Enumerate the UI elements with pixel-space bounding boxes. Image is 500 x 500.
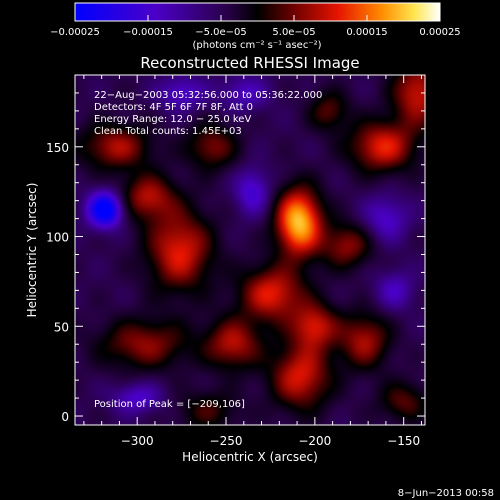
info-line: Energy Range: 12.0 − 25.0 keV — [94, 114, 251, 125]
info-line: Clean Total counts: 1.45E+03 — [94, 126, 242, 137]
info-text: 22−Aug−2003 05:32:56.000 to 05:36:22.000… — [94, 90, 322, 137]
colorbar-tick-label: 0.00015 — [346, 27, 387, 38]
y-tick-label: 0 — [61, 410, 69, 424]
colorbar-gradient — [75, 3, 440, 21]
colorbar-tick-label: 5.0e−05 — [272, 27, 315, 38]
colorbar-tick-label: 0.00025 — [419, 27, 460, 38]
y-tick-label: 100 — [46, 231, 69, 245]
colorbar-ticks: −0.00025 −0.00015 −5.0e−05 5.0e−05 0.00015 0.… — [50, 15, 461, 38]
plot-frame — [74, 74, 426, 426]
colorbar: −0.00025 −0.00015 −5.0e−05 5.0e−05 0.00015 0.… — [50, 2, 461, 51]
colorbar-unit-label: (photons cm⁻² s⁻¹ asec⁻²) — [192, 40, 321, 51]
y-tick-label: 50 — [54, 320, 69, 334]
x-axis: −300 −250 −200 −150 — [83, 75, 422, 448]
info-line: Detectors: 4F 5F 6F 7F 8F, Att 0 — [94, 102, 253, 113]
info-line: 22−Aug−2003 05:32:56.000 to 05:36:22.000 — [94, 90, 322, 101]
y-axis-label: Heliocentric Y (arcsec) — [25, 183, 39, 318]
x-tick-label: −300 — [121, 434, 154, 448]
colorbar-frame — [74, 2, 441, 22]
date-stamp: 8−Jun−2013 00:58 — [398, 488, 494, 499]
x-axis-label: Heliocentric X (arcsec) — [182, 450, 318, 464]
colorbar-tick-label: −0.00025 — [50, 27, 100, 38]
x-tick-label: −250 — [210, 434, 243, 448]
peak-position-label: Position of Peak = [−209,106] — [94, 399, 245, 410]
chart-title: Reconstructed RHESSI Image — [140, 54, 359, 72]
heatmap-image — [75, 75, 425, 425]
x-tick-label: −150 — [387, 434, 420, 448]
colorbar-tick-label: −0.00015 — [123, 27, 173, 38]
y-axis: 0 50 100 150 — [46, 92, 425, 424]
colorbar-tick-label: −5.0e−05 — [195, 27, 247, 38]
y-tick-label: 150 — [46, 141, 69, 155]
x-tick-label: −200 — [298, 434, 331, 448]
